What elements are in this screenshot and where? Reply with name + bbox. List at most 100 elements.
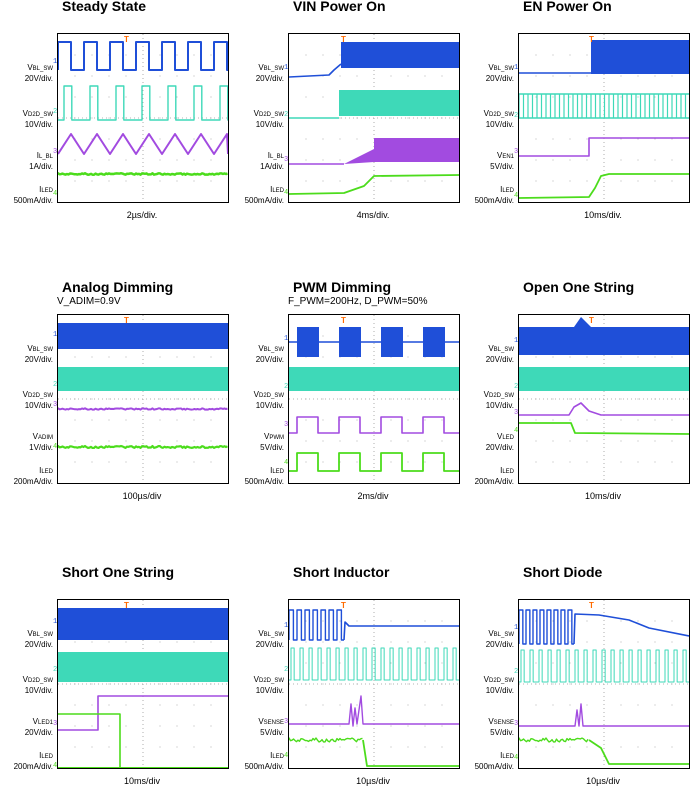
trace-scale: 5V/div. bbox=[260, 728, 284, 737]
panel-title: Short Diode bbox=[523, 564, 603, 580]
trace-label: VEN1 5V/div. bbox=[462, 151, 514, 171]
trace-i-led-before bbox=[289, 737, 363, 743]
trace-label: VBL_SW 20V/div. bbox=[232, 344, 284, 364]
trace-symbol: I bbox=[500, 185, 503, 194]
trace-scale: 20V/div. bbox=[485, 443, 514, 452]
channel-marker: 4 bbox=[284, 752, 289, 760]
trace-v-en1 bbox=[519, 137, 689, 157]
channel-marker: 3 bbox=[284, 421, 289, 429]
panel-title: Short One String bbox=[62, 564, 174, 580]
scope-screen: T bbox=[57, 314, 229, 484]
trace-label: VBL_SW 20V/div. bbox=[462, 344, 514, 364]
trace-label: VBL_SW 20V/div. bbox=[232, 629, 284, 649]
trace-label: ILED 500mA/div. bbox=[1, 185, 53, 205]
trace-subscript: LED bbox=[502, 435, 514, 441]
trace-scale: 500mA/div. bbox=[13, 196, 53, 205]
trace-symbol: V bbox=[258, 344, 264, 353]
trace-subscript: BL_SW bbox=[32, 347, 53, 353]
waveform-plot: T bbox=[519, 600, 689, 768]
trace-symbol: V bbox=[488, 344, 494, 353]
channel-marker: 4 bbox=[284, 189, 289, 197]
trace-i-led-step bbox=[58, 713, 121, 768]
trace-label: VLED1 20V/div. bbox=[1, 717, 53, 737]
channel-marker: 3 bbox=[514, 409, 519, 417]
trace-scale: 500mA/div. bbox=[244, 477, 284, 486]
trace-subscript: D2D_SW bbox=[488, 393, 514, 399]
trace-scale: 20V/div. bbox=[24, 74, 53, 83]
channel-marker: 1 bbox=[53, 58, 58, 66]
trace-symbol: V bbox=[496, 151, 503, 160]
trace-scale: 10V/div. bbox=[255, 686, 284, 695]
trace-v-pwm bbox=[289, 416, 459, 434]
trace-label: ILED 500mA/div. bbox=[232, 466, 284, 486]
waveform-plot: T bbox=[289, 600, 459, 768]
channel-marker: 3 bbox=[514, 720, 519, 728]
panel-title: Short Inductor bbox=[293, 564, 390, 580]
panel-title: Analog Dimming bbox=[62, 279, 174, 295]
channel-marker: 1 bbox=[284, 335, 289, 343]
trace-symbol: V bbox=[27, 629, 33, 638]
trace-symbol: I bbox=[39, 466, 42, 475]
trace-scale: 1V/div. bbox=[29, 443, 53, 452]
trace-scale: 20V/div. bbox=[24, 728, 53, 737]
trace-i-led-before bbox=[519, 737, 589, 743]
channel-marker: 4 bbox=[514, 192, 519, 200]
time-division-label: 10ms/div bbox=[123, 776, 160, 786]
channel-marker: 2 bbox=[284, 111, 289, 119]
trace-scale: 10V/div. bbox=[485, 401, 514, 410]
trace-scale: 20V/div. bbox=[24, 355, 53, 364]
trace-v-bl-sw-switching bbox=[519, 609, 574, 645]
scope-screen: T bbox=[288, 599, 460, 769]
time-division-label: 10ms/div bbox=[584, 491, 621, 501]
trace-symbol: V bbox=[483, 109, 489, 118]
trace-label: ILED 500mA/div. bbox=[232, 185, 284, 205]
trace-label: VLED 20V/div. bbox=[462, 432, 514, 452]
time-division-label: 2ms/div bbox=[357, 491, 389, 501]
trace-subscript: L_BL bbox=[269, 154, 284, 160]
trace-symbol: V bbox=[253, 109, 259, 118]
trace-scale: 20V/div. bbox=[255, 74, 284, 83]
waveform-plot: T bbox=[519, 315, 689, 483]
trace-label: VD2D_SW 10V/div. bbox=[1, 109, 53, 129]
scope-panel: Analog Dimming V_ADIM=0.9V VBL_SW 20V/div. V… bbox=[5, 279, 231, 511]
channel-marker: 1 bbox=[53, 331, 58, 339]
trace-symbol: I bbox=[267, 151, 270, 160]
trace-symbol: V bbox=[253, 390, 259, 399]
trace-label: VD2D_SW 10V/div. bbox=[232, 109, 284, 129]
trace-v-sense bbox=[289, 695, 459, 727]
channel-marker: 2 bbox=[53, 108, 58, 116]
trace-subscript: BL_SW bbox=[263, 632, 284, 638]
channel-marker: 3 bbox=[284, 718, 289, 726]
trace-subscript: D2D_SW bbox=[258, 393, 284, 399]
trace-symbol: V bbox=[258, 717, 264, 726]
trace-scale: 10V/div. bbox=[24, 686, 53, 695]
channel-marker: 1 bbox=[514, 624, 519, 632]
trace-label: VSENSE 5V/div. bbox=[462, 717, 514, 737]
trace-symbol: V bbox=[488, 629, 494, 638]
trace-symbol: V bbox=[253, 675, 259, 684]
trace-v-bl-sw-after bbox=[343, 621, 459, 641]
waveform-plot: T bbox=[519, 34, 689, 202]
trigger-marker: T bbox=[124, 35, 129, 44]
trace-scale: 200mA/div. bbox=[13, 477, 53, 486]
trace-i-led bbox=[289, 452, 459, 472]
trace-v-d2d-sw-band bbox=[519, 367, 689, 391]
trace-subscript: LED bbox=[272, 469, 284, 475]
trace-scale: 5V/div. bbox=[490, 162, 514, 171]
trace-label: ILED 500mA/div. bbox=[462, 751, 514, 771]
trace-subscript: LED bbox=[272, 754, 284, 760]
scope-panel: Short One String VBL_SW 20V/div. VD2D_SW 10V… bbox=[5, 564, 231, 796]
scope-panel: Open One String VBL_SW 20V/div. VD2D_SW 10V/… bbox=[466, 279, 691, 511]
trace-label: VBL_SW 20V/div. bbox=[232, 63, 284, 83]
trace-subscript: D2D_SW bbox=[258, 112, 284, 118]
channel-marker: 4 bbox=[514, 754, 519, 762]
trace-subscript: D2D_SW bbox=[488, 678, 514, 684]
channel-marker: 1 bbox=[514, 64, 519, 72]
trace-v-bl-sw bbox=[58, 41, 228, 71]
trace-scale: 200mA/div. bbox=[13, 762, 53, 771]
trace-symbol: I bbox=[39, 751, 42, 760]
panel-subtitle: V_ADIM=0.9V bbox=[57, 296, 121, 307]
trace-symbol: V bbox=[22, 390, 28, 399]
channel-marker: 2 bbox=[514, 383, 519, 391]
